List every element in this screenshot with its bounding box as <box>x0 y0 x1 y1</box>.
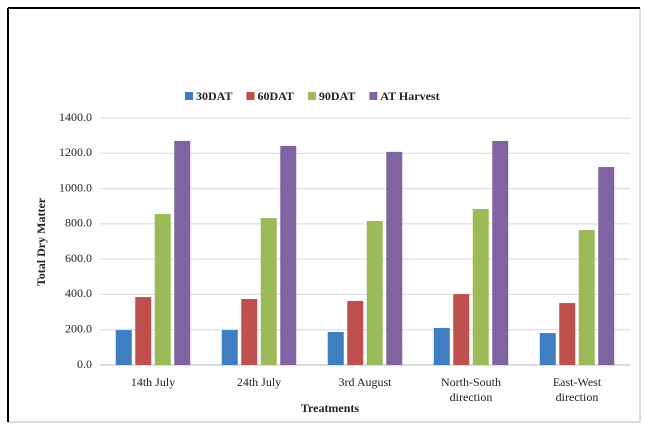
x-tick-label: 24th July <box>237 375 281 389</box>
legend-label: 60DAT <box>257 89 293 103</box>
legend-swatch <box>307 92 316 100</box>
y-tick-label: 1000.0 <box>59 180 92 194</box>
y-axis-title: Total Dry Matter <box>34 197 48 286</box>
bar <box>386 151 403 365</box>
frame <box>7 7 641 423</box>
bar <box>539 333 556 365</box>
y-tick-label: 1400.0 <box>59 110 92 124</box>
bar <box>174 140 191 365</box>
bar <box>221 330 238 365</box>
bar <box>115 330 132 365</box>
x-tick-label: North-South direction <box>441 375 501 404</box>
bar <box>327 332 344 365</box>
y-tick-label: 200.0 <box>65 321 92 335</box>
x-tick-label: 3rd August <box>338 375 392 389</box>
y-tick-label: 400.0 <box>65 286 92 300</box>
bar <box>241 299 258 365</box>
legend-label: AT Harvest <box>380 89 439 103</box>
bar <box>366 221 383 365</box>
bar <box>280 145 297 365</box>
legend-label: 90DAT <box>319 89 355 103</box>
y-tick-label: 600.0 <box>65 251 92 265</box>
bar <box>472 209 489 365</box>
bar <box>453 294 470 365</box>
y-tick-label: 0.0 <box>77 357 92 371</box>
y-tick-label: 800.0 <box>65 216 92 230</box>
x-axis-title: Treatments <box>301 401 360 415</box>
bar <box>347 300 364 365</box>
legend-swatch <box>369 92 378 100</box>
bar <box>559 303 576 365</box>
bar <box>154 213 171 365</box>
bar <box>260 218 277 365</box>
bar <box>433 327 450 365</box>
bar <box>492 140 509 365</box>
y-tick-label: 1200.0 <box>59 145 92 159</box>
bar <box>135 297 152 365</box>
x-tick-label: East-West direction <box>553 375 602 404</box>
x-tick-label: 14th July <box>131 375 175 389</box>
legend-swatch <box>246 92 255 100</box>
bar <box>578 230 595 365</box>
legend-swatch <box>185 92 193 100</box>
legend-label: 30DAT <box>196 89 232 103</box>
bar <box>598 167 615 365</box>
